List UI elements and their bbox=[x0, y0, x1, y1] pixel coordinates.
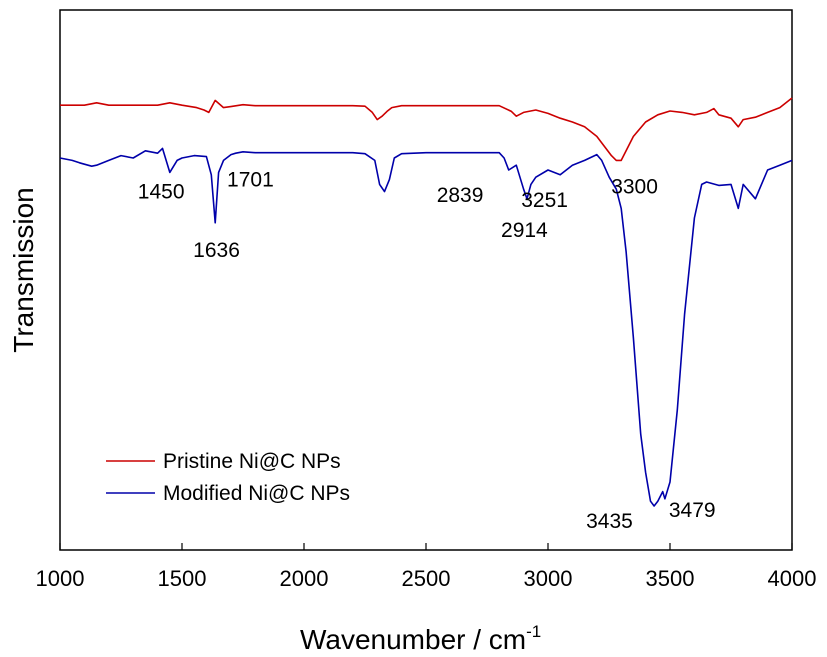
series-line-1 bbox=[59, 147, 793, 507]
x-tick-label-1: 1500 bbox=[158, 566, 207, 591]
y-axis-title: Transmission bbox=[8, 187, 39, 352]
peak-label-7: 3435 bbox=[586, 510, 633, 533]
peak-label-4: 2914 bbox=[501, 219, 548, 242]
legend-label-modified: Modified Ni@C NPs bbox=[163, 482, 350, 505]
x-tick-label-2: 2000 bbox=[280, 566, 329, 591]
peak-label-8: 3479 bbox=[669, 499, 716, 522]
x-tick-label-3: 2500 bbox=[402, 566, 451, 591]
x-axis-title: Wavenumber / cm-1 bbox=[300, 622, 541, 655]
x-tick-label-6: 4000 bbox=[768, 566, 817, 591]
x-tick-label-5: 3500 bbox=[646, 566, 695, 591]
peak-annotations: 1450 1701 1636 2839 2914 3251 3300 3435 3479 bbox=[138, 169, 716, 533]
x-tick-label-0: 1000 bbox=[36, 566, 85, 591]
legend: Pristine Ni@C NPs Modified Ni@C NPs bbox=[106, 450, 350, 505]
legend-label-pristine: Pristine Ni@C NPs bbox=[163, 450, 341, 473]
x-axis-title-main: Wavenumber / cm bbox=[300, 624, 526, 655]
x-axis: 1000 1500 2000 2500 3000 3500 4000 bbox=[36, 543, 817, 591]
peak-label-0: 1450 bbox=[138, 180, 185, 203]
x-tick-label-4: 3000 bbox=[524, 566, 573, 591]
peak-label-2: 1636 bbox=[193, 239, 240, 262]
peak-label-5: 3251 bbox=[521, 189, 568, 212]
peak-label-6: 3300 bbox=[611, 175, 658, 198]
series-layer bbox=[59, 97, 793, 507]
peak-label-3: 2839 bbox=[437, 184, 484, 207]
series-line-0 bbox=[60, 97, 793, 162]
peak-label-1: 1701 bbox=[227, 169, 274, 192]
x-axis-title-superscript: -1 bbox=[526, 622, 541, 641]
